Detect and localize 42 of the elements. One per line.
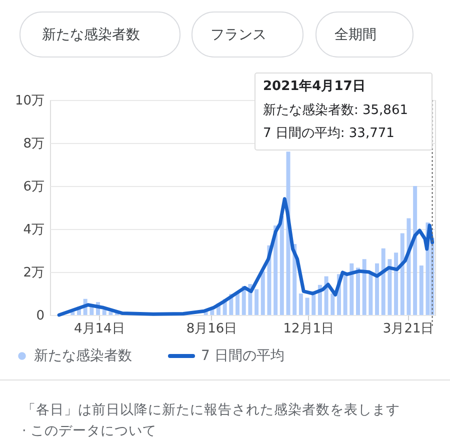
y-tick-label: 4万 bbox=[23, 222, 44, 238]
text: 「各日」は前日以降に新たに報告された感染者数を表します bbox=[22, 402, 400, 418]
bar bbox=[343, 272, 348, 315]
legend-label: 7 日間の平均 bbox=[201, 348, 284, 364]
text: フランス bbox=[210, 27, 266, 43]
annotation: 新たな感染者数: 35,861 bbox=[263, 103, 408, 118]
y-tick-label: 6万 bbox=[23, 180, 44, 194]
bar bbox=[400, 233, 404, 315]
y-tick-label: 8万 bbox=[23, 136, 44, 152]
bar bbox=[356, 268, 360, 315]
bar bbox=[375, 263, 380, 315]
bar bbox=[330, 294, 335, 315]
x-tick-label: 12月1日 bbox=[283, 322, 334, 336]
bar bbox=[413, 186, 418, 315]
bar bbox=[260, 271, 265, 315]
bar bbox=[381, 248, 386, 315]
bar bbox=[394, 252, 398, 315]
text: 2021年4月17日 bbox=[263, 79, 366, 94]
text: 全期間 bbox=[334, 27, 376, 43]
y-tick-label: 10万 bbox=[14, 94, 44, 108]
bar bbox=[388, 259, 392, 315]
legend-label: 新たな感染者数 bbox=[34, 348, 132, 364]
bar bbox=[298, 294, 303, 315]
bar bbox=[305, 298, 310, 315]
x-tick-label: 4月14日 bbox=[74, 322, 125, 336]
bar bbox=[406, 218, 411, 315]
line-series bbox=[57, 197, 434, 317]
bar bbox=[362, 259, 366, 315]
y-tick-label: 2万 bbox=[23, 266, 44, 280]
text: · このデータについて bbox=[22, 423, 157, 439]
bar bbox=[280, 216, 284, 315]
bar bbox=[350, 263, 354, 315]
annotation: 7 日間の平均: 33,771 bbox=[263, 126, 394, 141]
bar bbox=[368, 274, 373, 315]
x-tick-label: 8月16日 bbox=[186, 322, 238, 336]
x-tick-label: 3月21日 bbox=[382, 322, 434, 336]
bar bbox=[419, 266, 424, 315]
bar bbox=[108, 312, 113, 315]
bar bbox=[254, 289, 259, 315]
bar bbox=[102, 310, 106, 315]
y-tick-label: 0 bbox=[36, 308, 44, 324]
text: 新たな感染者数 bbox=[42, 27, 140, 43]
